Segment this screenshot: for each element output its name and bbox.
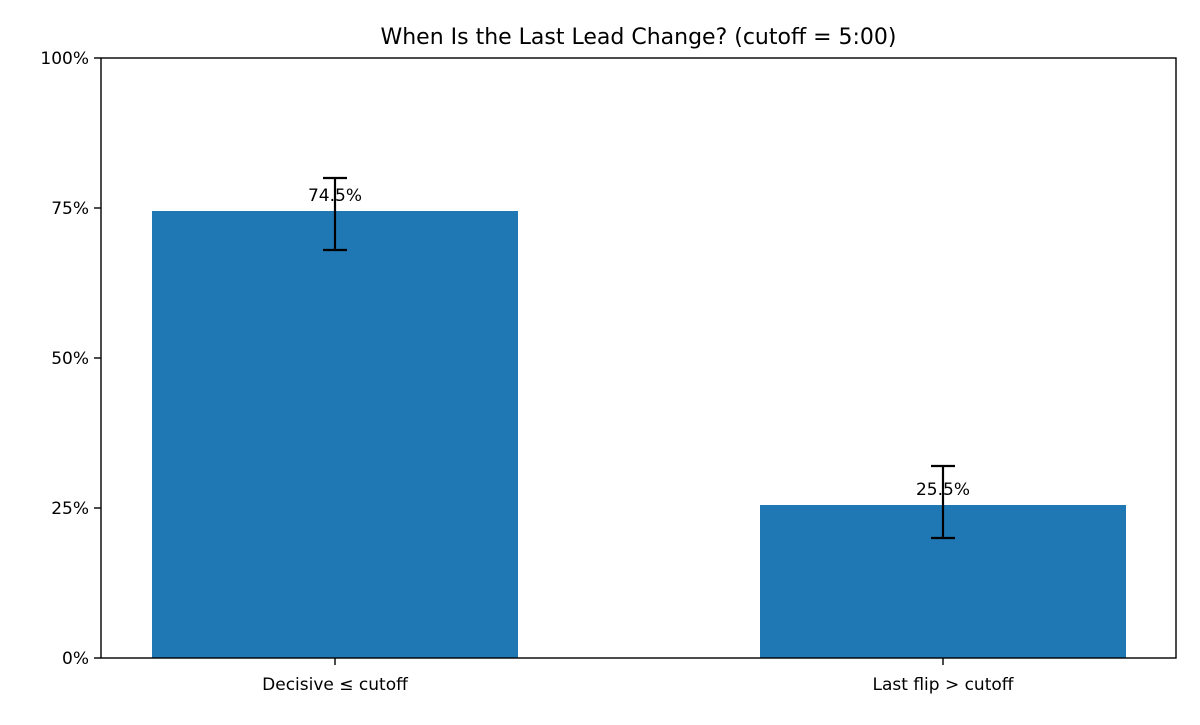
bars-layer [152,211,1126,658]
data-label: 74.5% [308,186,362,206]
y-tick-label: 100% [40,49,89,69]
y-tick-label: 25% [51,499,89,519]
x-axis: Decisive ≤ cutoff Last flip > cutoff [262,658,1015,695]
y-tick-label: 75% [51,199,89,219]
y-tick-label: 50% [51,349,89,369]
chart-title: When Is the Last Lead Change? (cutoff = … [380,25,896,50]
data-label: 25.5% [916,480,970,500]
error-bars-layer [323,176,955,540]
x-tick-label: Decisive ≤ cutoff [262,675,409,695]
bar [152,211,518,658]
x-tick-label: Last flip > cutoff [873,675,1015,695]
y-tick-label: 0% [62,649,89,669]
y-axis: 0% 25% 50% 75% 100% [40,49,101,669]
data-labels-layer: 74.5% 25.5% [308,186,970,500]
